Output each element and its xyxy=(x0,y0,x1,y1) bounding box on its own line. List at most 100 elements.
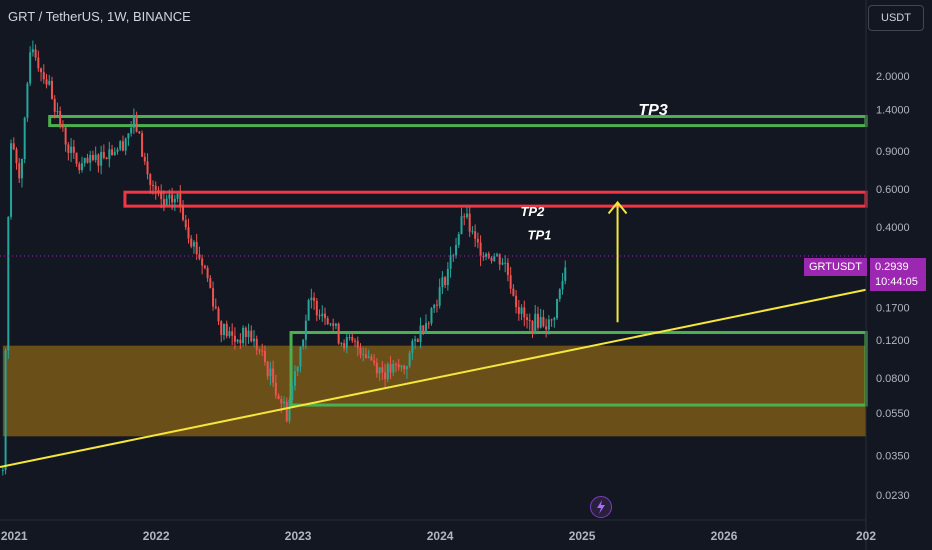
candle-body xyxy=(517,307,520,314)
candle-body xyxy=(220,321,223,336)
price-tick-label: 0.4000 xyxy=(876,222,910,234)
label-tp1: TP1 xyxy=(528,228,552,243)
candle-body xyxy=(304,320,307,340)
candle-body xyxy=(171,194,174,203)
candle-body xyxy=(217,308,220,322)
overlays-layer: TP3 TP2 TP1 xyxy=(0,102,867,468)
candle-body xyxy=(444,277,447,286)
candle-body xyxy=(373,360,376,363)
candle-body xyxy=(520,307,523,314)
candle-body xyxy=(269,368,272,377)
zone-TP3-green-box xyxy=(48,114,868,128)
candle-body xyxy=(190,238,193,247)
candle-body xyxy=(528,319,531,321)
candle-body xyxy=(244,327,247,337)
candle-body xyxy=(242,327,245,344)
candle-body xyxy=(37,57,40,69)
candle-body xyxy=(299,346,302,367)
candle-body xyxy=(351,337,354,341)
candle-body xyxy=(323,313,326,319)
candle-body xyxy=(307,300,310,321)
candle-body xyxy=(411,340,414,353)
candle-body xyxy=(329,323,332,325)
candle-body xyxy=(337,323,340,344)
candle-body xyxy=(384,372,387,380)
candle-body xyxy=(105,157,108,160)
candle-body xyxy=(468,213,471,232)
candle-body xyxy=(526,317,529,320)
candle-body xyxy=(457,234,460,245)
candle-body xyxy=(561,280,564,290)
candle-body xyxy=(59,111,62,125)
candle-body xyxy=(465,213,468,218)
candle-body xyxy=(113,151,116,156)
candle-body xyxy=(414,339,417,341)
currency-button[interactable]: USDT xyxy=(868,5,924,31)
candle-body xyxy=(564,267,567,281)
candle-body xyxy=(367,356,370,358)
candle-body xyxy=(321,313,324,317)
candle-body xyxy=(482,256,485,258)
candle-body xyxy=(266,362,269,377)
candle-body xyxy=(233,335,236,342)
candle-body xyxy=(173,198,176,203)
candle-body xyxy=(132,114,135,128)
candle-body xyxy=(130,127,133,134)
candle-body xyxy=(94,154,97,161)
candle-body xyxy=(441,277,444,288)
candle-body xyxy=(332,323,335,326)
candle-body xyxy=(29,52,32,84)
candle-body xyxy=(433,304,436,309)
time-tick-label: 2021 xyxy=(1,529,28,543)
candle-body xyxy=(4,350,7,471)
candle-body xyxy=(405,365,408,370)
candle-body xyxy=(182,206,185,220)
candle-body xyxy=(141,133,144,157)
candle-body xyxy=(250,330,253,342)
candle-body xyxy=(354,340,357,342)
candle-body xyxy=(313,297,316,301)
candle-body xyxy=(435,304,438,306)
candle-body xyxy=(209,278,212,289)
candle-body xyxy=(108,149,111,160)
candle-body xyxy=(23,117,26,159)
candle-body xyxy=(334,323,337,326)
candle-body xyxy=(389,364,392,373)
candle-body xyxy=(536,313,539,328)
candle-body xyxy=(201,258,204,266)
price-tick-label: 0.1200 xyxy=(876,335,910,347)
candle-body xyxy=(247,330,250,337)
candle-body xyxy=(184,219,187,228)
candle-body xyxy=(15,149,18,164)
symbol-title[interactable]: GRT / TetherUS, 1W, BINANCE xyxy=(8,9,191,24)
candle-body xyxy=(225,323,228,337)
candle-body xyxy=(239,339,242,344)
candle-body xyxy=(67,144,70,153)
candle-body xyxy=(42,72,45,80)
candle-body xyxy=(127,133,130,139)
time-tick-label: 2023 xyxy=(285,529,312,543)
candle-body xyxy=(50,80,53,99)
candle-body xyxy=(263,351,266,363)
candle-body xyxy=(285,401,288,422)
candle-body xyxy=(340,343,343,345)
candle-body xyxy=(48,80,51,85)
candle-body xyxy=(293,371,296,386)
candle-body xyxy=(138,131,141,134)
zone-TP2-red-box xyxy=(123,190,868,208)
candle-body xyxy=(12,143,15,150)
candle-body xyxy=(326,318,329,324)
bar-countdown: 10:44:05 xyxy=(875,276,918,288)
candle-body xyxy=(179,193,182,207)
candle-body xyxy=(523,307,526,318)
lightning-bolt-icon[interactable] xyxy=(590,496,612,518)
time-tick-label: 2026 xyxy=(711,529,738,543)
candle-body xyxy=(124,138,127,151)
candle-body xyxy=(143,156,146,162)
candle-body xyxy=(288,400,291,422)
candle-body xyxy=(400,365,403,368)
candle-body xyxy=(97,154,100,166)
candle-body xyxy=(61,124,64,128)
candle-body xyxy=(86,157,89,163)
